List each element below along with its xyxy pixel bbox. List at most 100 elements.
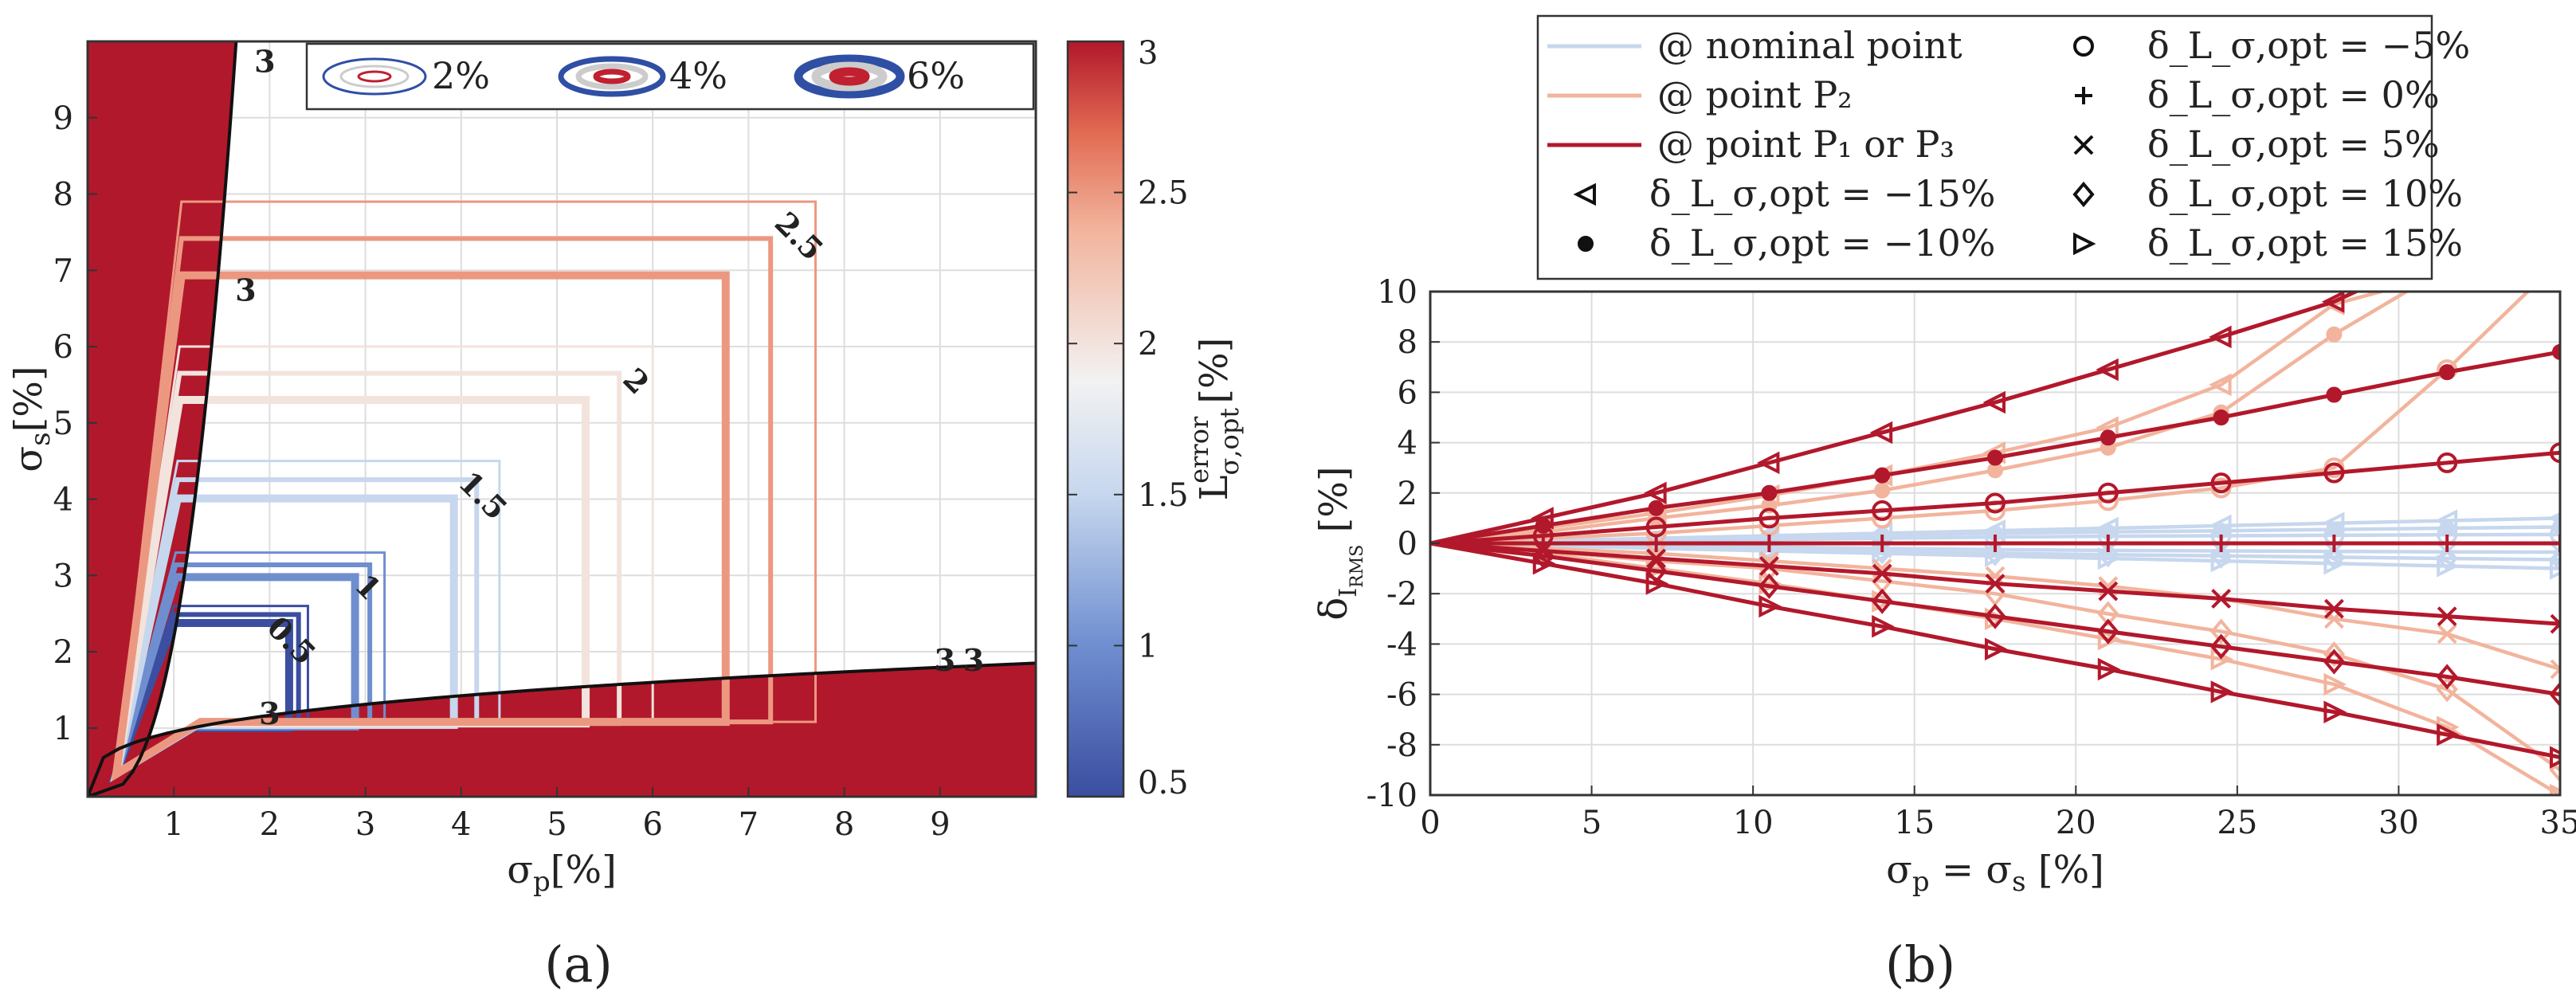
panel-b-label: (b) xyxy=(1885,935,1955,993)
x-tick-label: 20 xyxy=(2056,805,2096,841)
data-point xyxy=(2437,554,2460,578)
data-point xyxy=(1758,573,1781,599)
data-point xyxy=(1872,500,1893,521)
colorbar-label: Lσ,opterror[%] xyxy=(1184,338,1245,501)
data-point xyxy=(2209,373,2232,397)
data-point xyxy=(1869,421,1893,445)
x-tick-label: 7 xyxy=(739,806,759,843)
series-line xyxy=(1430,541,2560,570)
data-point xyxy=(2097,482,2119,504)
colorbar-gradient xyxy=(1066,40,1125,798)
y-tick-label: 2 xyxy=(1398,476,1417,512)
series-line xyxy=(1430,541,2560,697)
data-point xyxy=(1871,588,1893,614)
data-point xyxy=(2549,757,2560,783)
x-tick-label: 0 xyxy=(1420,805,1440,841)
legend-a-label: 6% xyxy=(907,54,965,97)
legend-b-marker-symbol xyxy=(2075,87,2092,104)
legend-b-marker-label: δ_L_σ,opt = 10% xyxy=(2147,172,2463,215)
y-tick-label: 8 xyxy=(53,177,73,214)
x-tick-label: 1 xyxy=(163,806,183,843)
data-point xyxy=(2325,535,2343,552)
colorbar-tick-label: 2.5 xyxy=(1138,175,1189,212)
y-tick-label: 4 xyxy=(53,482,73,519)
y-tick-label: 7 xyxy=(53,253,73,289)
contour-level-2.5-band-3 xyxy=(111,271,730,782)
data-point xyxy=(2551,535,2560,552)
legend-a-ellipse-outer xyxy=(558,56,666,97)
data-point xyxy=(2437,606,2457,627)
colorbar-tick-label: 0.5 xyxy=(1138,765,1189,801)
plot-a-contours xyxy=(88,41,1036,797)
data-point xyxy=(2550,557,2560,580)
y-tick-label: 10 xyxy=(1377,274,1417,311)
legend-a-label: 2% xyxy=(432,54,490,97)
y-tick-label: -6 xyxy=(1386,677,1417,714)
plot-b-series xyxy=(1430,292,2560,795)
data-point xyxy=(2100,429,2116,446)
legend-a-ellipse-outer xyxy=(794,54,905,99)
x-tick-label: 8 xyxy=(834,806,854,843)
y-tick-label: -4 xyxy=(1386,626,1417,663)
contour-label-extra: 3 xyxy=(235,272,256,308)
data-point xyxy=(2550,613,2560,634)
data-point xyxy=(2209,633,2233,660)
legend-a-label: 4% xyxy=(669,54,727,97)
data-point xyxy=(2323,462,2345,484)
plot-b-ylabel: δIRMS [%] xyxy=(1312,466,1367,620)
colorbar-tick-label: 3 xyxy=(1138,35,1158,72)
data-point xyxy=(2323,641,2346,668)
data-point xyxy=(1986,535,2004,552)
colorbar-tick-label: 1 xyxy=(1138,628,1158,664)
data-point xyxy=(1761,484,1778,501)
series-line xyxy=(1430,541,2560,760)
plot-b-axis-ticks: 0 5 10 15 20 25 30 35 -10 -8 -6 -4 -2 0 2 4 6 8 10 xyxy=(1366,274,2576,841)
y-tick-label: 6 xyxy=(1398,374,1417,411)
data-point xyxy=(2323,552,2347,575)
data-point xyxy=(2212,535,2230,552)
contour-label-extra: 3 xyxy=(254,43,275,79)
colorbar-tick-label: 1.5 xyxy=(1138,477,1189,514)
x-tick-label: 15 xyxy=(1894,805,1935,841)
y-tick-label: 2 xyxy=(53,634,73,671)
y-tick-label: -2 xyxy=(1386,576,1417,613)
legend-b-marker-label: δ_L_σ,opt = 5% xyxy=(2147,123,2440,166)
data-point xyxy=(2323,648,2346,675)
data-point xyxy=(2209,618,2233,645)
y-tick-label: 3 xyxy=(53,558,73,594)
data-point xyxy=(2210,549,2234,573)
data-point xyxy=(1759,507,1780,529)
data-point xyxy=(2438,535,2456,552)
contour-label-extra: 3 xyxy=(259,695,280,731)
data-point xyxy=(2436,676,2458,703)
colorbar: 0.5 1 1.5 2 2.5 3 Lσ,opterror[%] xyxy=(1066,35,1245,801)
series-line xyxy=(1430,292,2388,546)
data-point xyxy=(1648,500,1664,516)
x-tick-label: 10 xyxy=(1733,805,1774,841)
legend-b-marker-symbol xyxy=(2073,232,2096,256)
panel-a-label: (a) xyxy=(544,935,612,993)
legend-b-marker-label: δ_L_σ,opt = 15% xyxy=(2147,221,2463,264)
y-tick-label: -8 xyxy=(1386,727,1417,764)
data-point xyxy=(2326,326,2343,343)
plot-a-xlabel: σp[%] xyxy=(507,848,617,898)
x-tick-label: 9 xyxy=(930,806,950,843)
data-point xyxy=(2209,325,2232,349)
x-tick-label: 5 xyxy=(1582,805,1602,841)
data-point xyxy=(2213,409,2229,425)
series-line xyxy=(1430,450,2560,546)
data-point xyxy=(1982,390,2006,414)
data-point xyxy=(1871,539,1893,565)
data-point xyxy=(2097,618,2119,645)
data-point xyxy=(2097,601,2119,627)
x-tick-label: 35 xyxy=(2540,805,2576,841)
legend-b-marker-label: δ_L_σ,opt = 0% xyxy=(2147,73,2440,116)
x-tick-label: 25 xyxy=(2217,805,2257,841)
legend-b-marker-symbol xyxy=(1573,182,1596,206)
legend-b-line-label: @ nominal point xyxy=(1657,24,1962,67)
x-tick-label: 4 xyxy=(451,806,471,843)
data-point xyxy=(1759,594,1782,618)
data-point xyxy=(1532,552,1556,575)
